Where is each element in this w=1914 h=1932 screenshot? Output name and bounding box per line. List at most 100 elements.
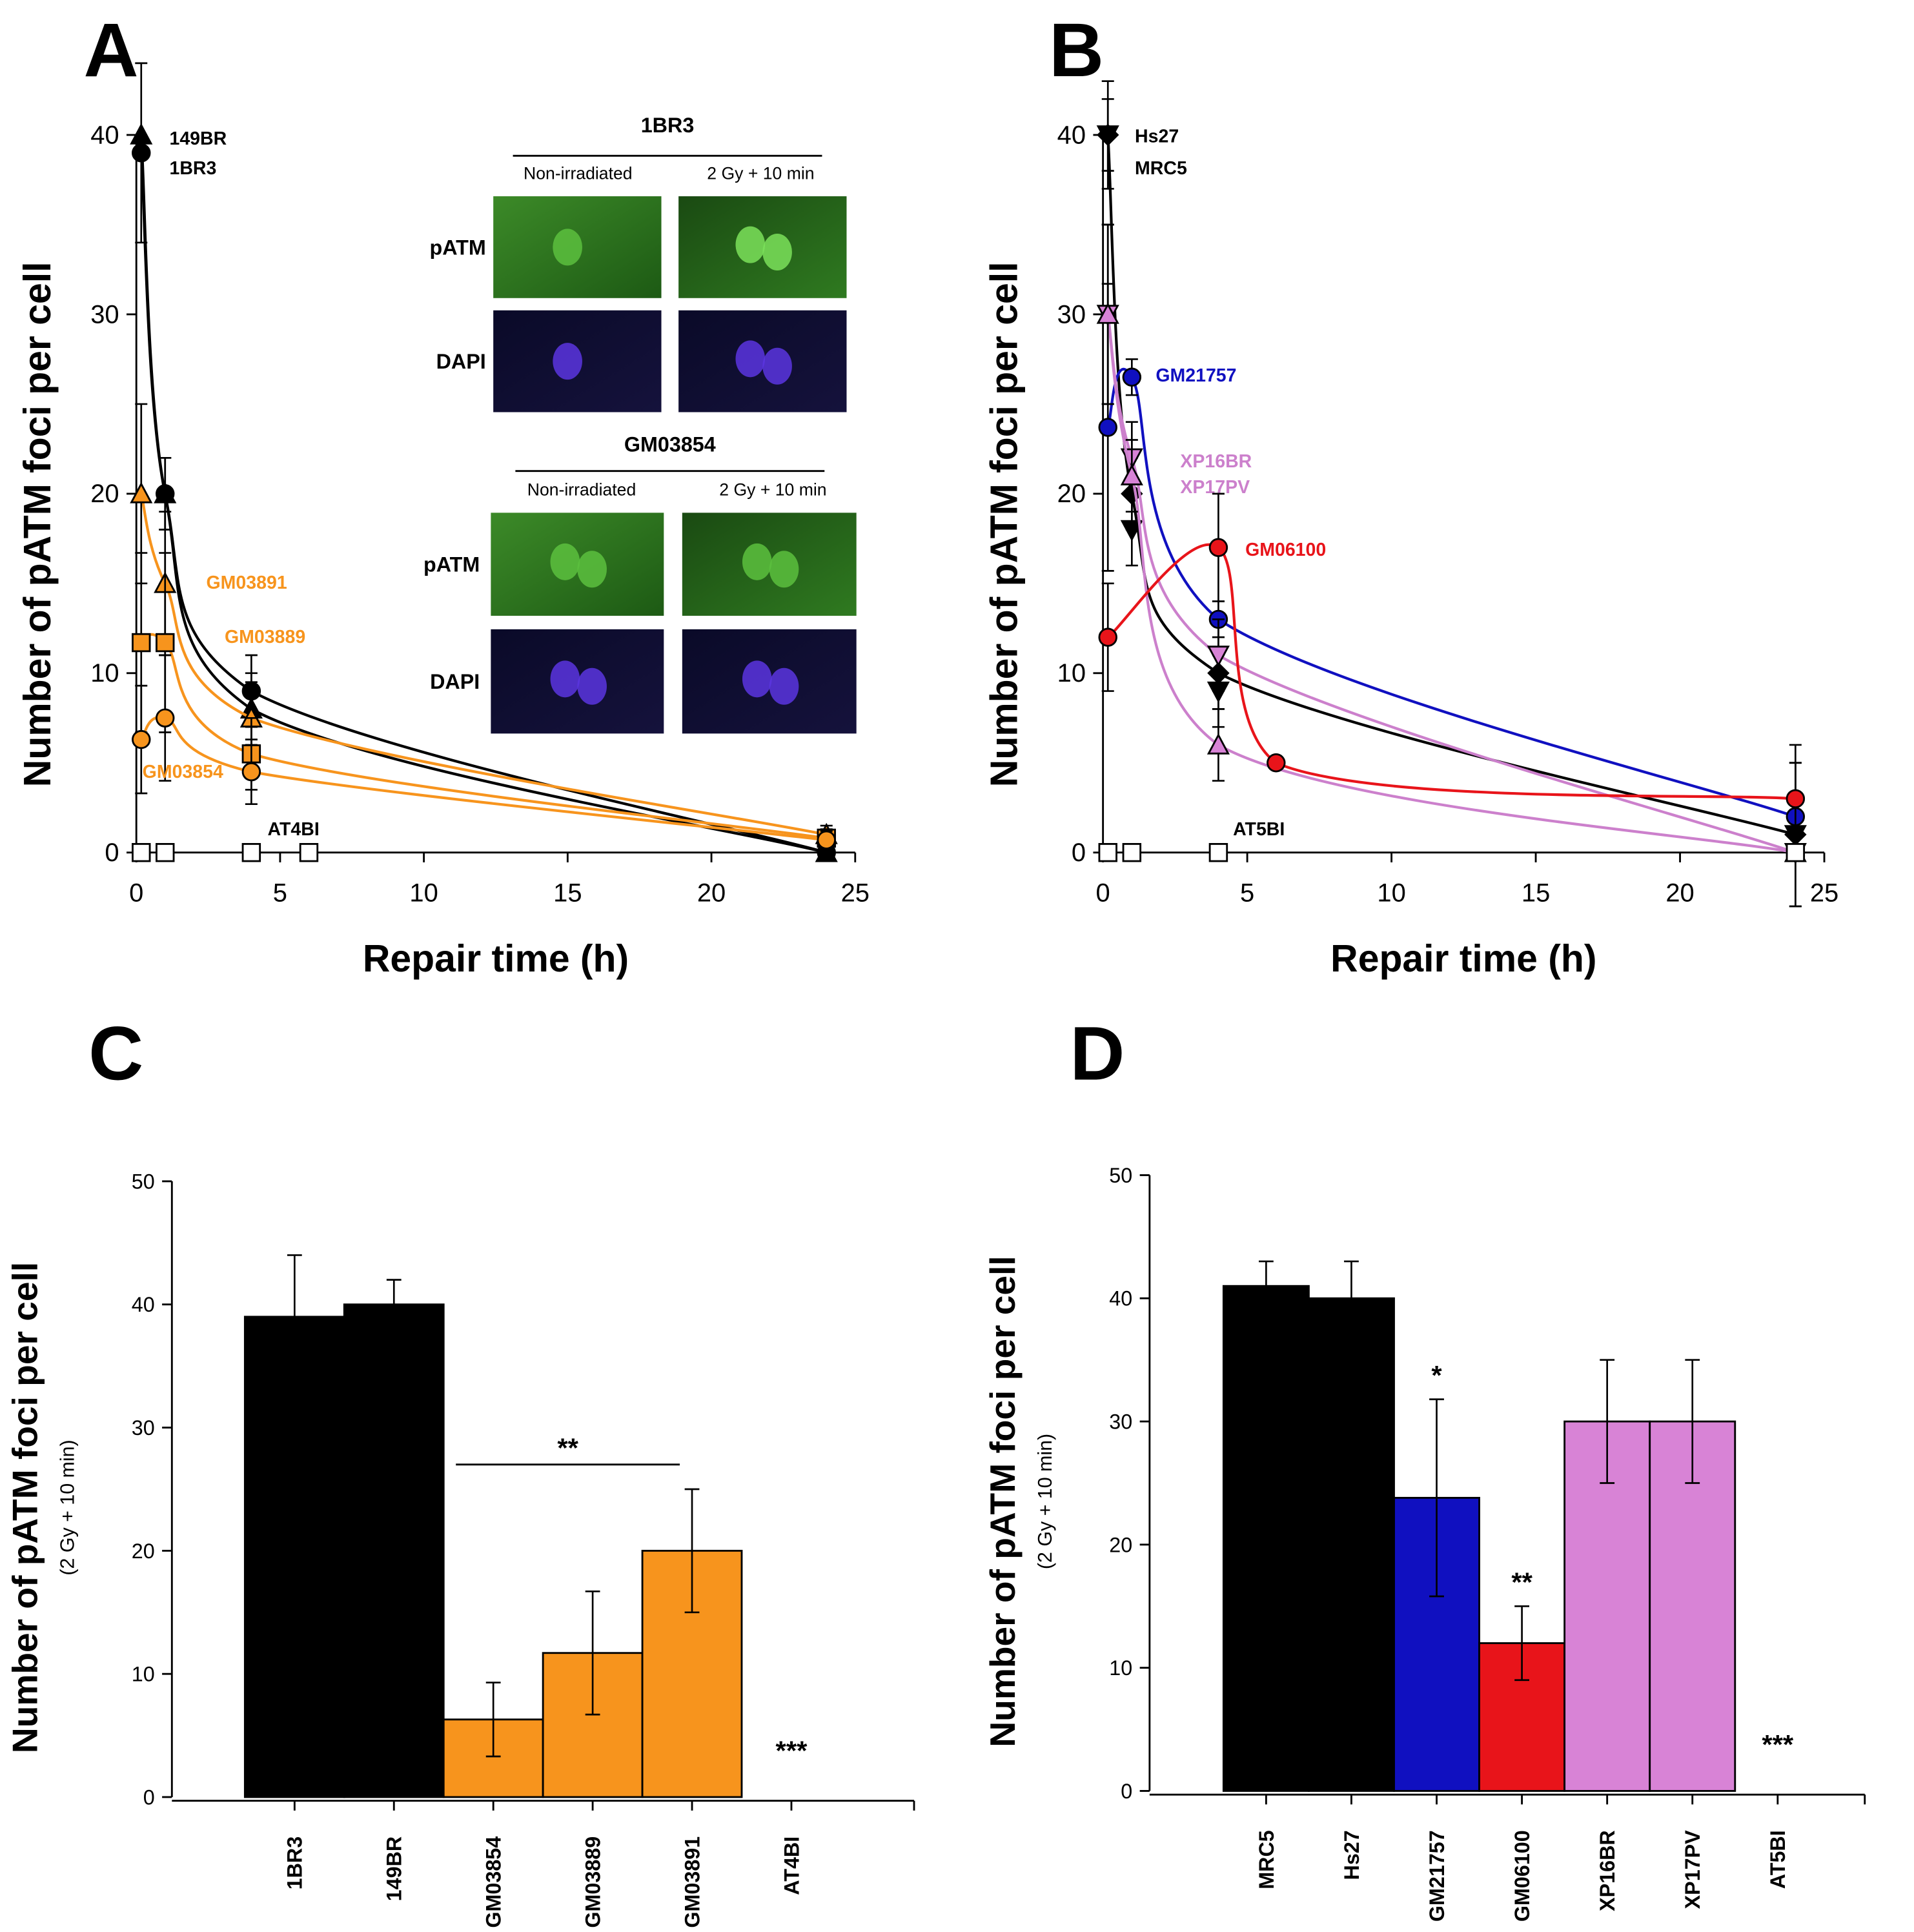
- panel-d-bar-chart: 0 10 20 30 40 50 Number of pATM foci per cell (…: [982, 1164, 1866, 1922]
- micrograph-inset: 1BR3 Non-irradiated 2 Gy + 10 min pATM DAPI G…: [423, 114, 857, 734]
- y-tick-label: 10: [1109, 1656, 1132, 1680]
- cell-nucleus: [550, 543, 580, 580]
- x-tick-label: 5: [1240, 879, 1254, 908]
- data-point: [1120, 463, 1143, 485]
- series-curve: [140, 715, 827, 842]
- cell-nucleus: [577, 667, 607, 705]
- data-point: [1122, 842, 1142, 862]
- x-tick-label: GM03891: [680, 1836, 704, 1928]
- series-label: MRC5: [1135, 158, 1187, 179]
- data-point: [1206, 733, 1230, 755]
- cell-nucleus: [553, 229, 582, 266]
- y-tick-label: 20: [90, 480, 119, 508]
- data-point: [1786, 842, 1806, 862]
- cell-nucleus: [769, 667, 799, 705]
- x-tick-label: 0: [1096, 879, 1110, 908]
- x-tick-label: MRC5: [1255, 1830, 1278, 1889]
- series-label: Hs27: [1135, 126, 1179, 147]
- x-tick-label: 1BR3: [283, 1836, 307, 1890]
- data-point: [132, 633, 151, 653]
- x-tick-label: GM03854: [482, 1836, 505, 1928]
- x-tick-label: XP16BR: [1596, 1830, 1619, 1911]
- x-tick-label: AT5BI: [1766, 1830, 1789, 1889]
- x-axis-label: Repair time (h): [363, 938, 629, 980]
- series-label: GM03891: [207, 573, 287, 593]
- x-tick-label: 15: [1522, 879, 1550, 908]
- x-tick-label: AT4BI: [780, 1836, 803, 1895]
- bar-149br: [343, 1303, 445, 1798]
- y-tick-label: 10: [1057, 659, 1086, 687]
- data-point: [1096, 302, 1119, 324]
- data-point: [1786, 789, 1806, 809]
- cell-nucleus: [742, 660, 772, 698]
- cell-nucleus: [769, 551, 799, 588]
- data-point: [1206, 646, 1230, 667]
- x-tick-label: GM06100: [1511, 1830, 1534, 1922]
- data-point: [132, 143, 151, 163]
- x-tick-label: 0: [129, 879, 143, 908]
- data-point: [1208, 538, 1228, 557]
- panel-label-a: A: [83, 7, 138, 92]
- y-axis-label: Number of pATM foci per cell: [984, 262, 1026, 788]
- y-tick-label: 30: [1109, 1410, 1132, 1433]
- bar-gm21757: [1393, 1496, 1480, 1792]
- x-tick-label: 149BR: [383, 1836, 406, 1902]
- data-point: [1122, 367, 1142, 387]
- y-tick-label: 40: [90, 121, 119, 149]
- panel-label-d: D: [1070, 1010, 1125, 1095]
- series-curve: [1106, 314, 1796, 854]
- inset-row-label: DAPI: [436, 350, 486, 373]
- data-point: [1098, 418, 1117, 437]
- series-label: XP16BR: [1180, 451, 1252, 472]
- y-tick-label: 0: [1121, 1780, 1132, 1803]
- data-point: [156, 633, 175, 653]
- x-tick-label: 10: [409, 879, 438, 908]
- inset-column-label: 2 Gy + 10 min: [719, 480, 826, 500]
- series-gm03891: [130, 403, 838, 845]
- x-tick-label: GM03889: [582, 1836, 605, 1928]
- bar-mrc5: [1222, 1285, 1310, 1792]
- series-at5bi: [1098, 842, 1806, 862]
- x-tick-label: XP17PV: [1681, 1830, 1704, 1909]
- panel-a-line-chart: 0 5 10 15 20 25 0 10 20 30 40 Repair time (h) Number…: [17, 62, 870, 980]
- series-label: GM21757: [1156, 365, 1236, 386]
- y-tick-label: 20: [1109, 1533, 1132, 1556]
- y-tick-label: 20: [1057, 480, 1086, 508]
- y-tick-label: 0: [143, 1785, 155, 1809]
- series-xp16br: [1096, 223, 1807, 864]
- data-point: [156, 484, 175, 503]
- series-label: AT5BI: [1233, 819, 1285, 840]
- x-tick-label: 10: [1377, 879, 1405, 908]
- significance-stars: **: [1511, 1567, 1532, 1597]
- panel-label-c: C: [88, 1010, 143, 1095]
- data-point: [817, 830, 836, 849]
- y-axis-label: Number of pATM foci per cell: [17, 262, 59, 788]
- x-tick-label: 20: [697, 879, 726, 908]
- cell-nucleus: [735, 226, 766, 263]
- data-point: [241, 842, 261, 862]
- inset-column-label: 2 Gy + 10 min: [707, 163, 814, 183]
- data-point: [1098, 627, 1117, 647]
- cell-nucleus: [577, 551, 607, 588]
- y-axis-label: Number of pATM foci per cell: [5, 1262, 45, 1753]
- series-mrc5: [1096, 98, 1807, 908]
- data-point: [1096, 125, 1119, 147]
- y-axis-sublabel: (2 Gy + 10 min): [56, 1439, 78, 1575]
- y-tick-label: 30: [90, 300, 119, 329]
- data-point: [156, 708, 175, 728]
- x-tick-label: GM21757: [1425, 1830, 1449, 1922]
- panel-b-line-chart: 0 5 10 15 20 25 0 10 20 30 40 Repair time (h) Number…: [984, 80, 1838, 980]
- x-tick-label: 20: [1665, 879, 1694, 908]
- y-axis-label: Number of pATM foci per cell: [982, 1256, 1023, 1747]
- cell-nucleus: [735, 340, 766, 378]
- x-tick-label: 5: [273, 879, 287, 908]
- series-label: GM03889: [225, 627, 305, 647]
- series-label: AT4BI: [268, 819, 320, 840]
- x-tick-label: 25: [1810, 879, 1838, 908]
- series-curve: [139, 152, 827, 854]
- series-xp17pv: [1096, 223, 1807, 862]
- inset-title: GM03854: [624, 432, 716, 456]
- series-gm03854: [132, 654, 836, 850]
- panel-c-bar-chart: 0 10 20 30 40 50 Number of pATM foci per cell (…: [5, 1170, 915, 1928]
